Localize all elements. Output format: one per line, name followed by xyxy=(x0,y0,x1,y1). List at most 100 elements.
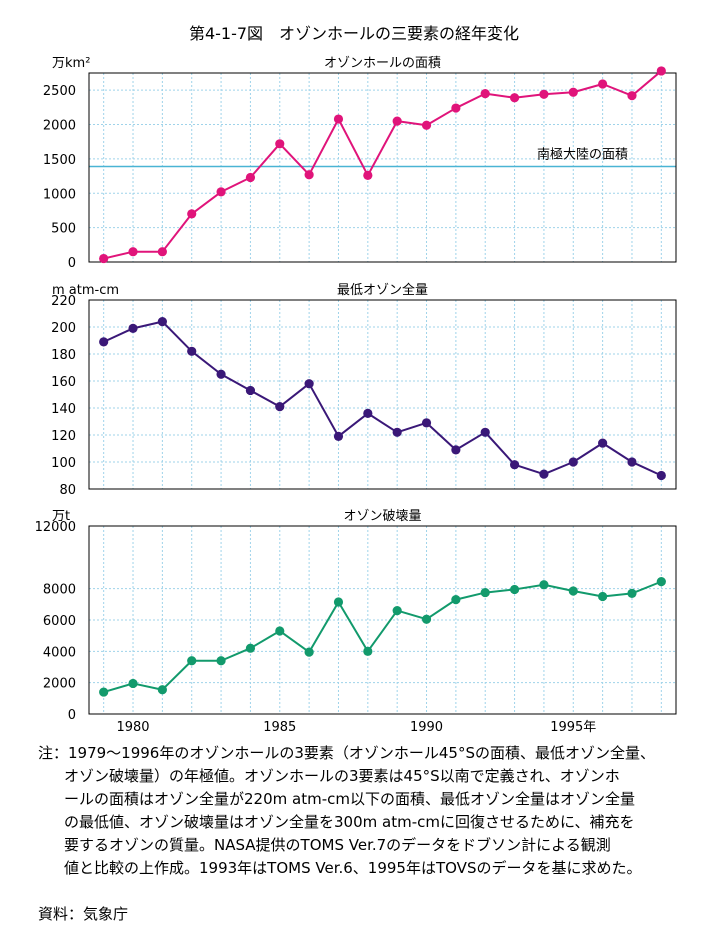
note-line: 注：1979〜1996年のオゾンホールの3要素（オゾンホール45°Sの面積、最低… xyxy=(38,744,656,762)
data-point xyxy=(216,656,226,666)
note-line: オゾン破壊量）の年極値。オゾンホールの3要素は45°S以南で定義され、オゾンホ xyxy=(64,767,620,785)
data-point xyxy=(304,647,314,657)
y-tick-label: 160 xyxy=(51,375,76,390)
data-point xyxy=(392,427,402,437)
figure-title: 第4-1-7図 オゾンホールの三要素の経年変化 xyxy=(188,24,520,43)
data-point xyxy=(128,247,138,257)
data-point xyxy=(216,187,226,197)
data-point xyxy=(187,209,197,219)
y-tick-label: 12000 xyxy=(35,520,76,535)
data-point xyxy=(304,170,314,180)
data-point xyxy=(627,457,637,467)
data-point xyxy=(99,687,109,697)
panel-title: オゾン破壊量 xyxy=(343,509,421,524)
y-tick-label: 2000 xyxy=(43,119,76,134)
data-point xyxy=(99,253,109,264)
y-tick-label: 220 xyxy=(51,294,76,309)
data-point xyxy=(539,89,549,99)
data-point xyxy=(568,457,578,467)
y-tick-label: 180 xyxy=(51,348,76,363)
data-point xyxy=(598,79,608,89)
x-tick-label: 1980 xyxy=(116,720,149,735)
data-point xyxy=(627,588,637,598)
series-line xyxy=(103,580,662,694)
y-tick-label: 0 xyxy=(68,256,76,271)
data-point xyxy=(245,172,256,183)
data-point xyxy=(157,685,167,695)
y-tick-label: 500 xyxy=(51,222,76,237)
y-tick-label: 2500 xyxy=(43,84,76,99)
data-point xyxy=(216,369,226,379)
y-tick-label: 100 xyxy=(51,456,76,471)
data-point xyxy=(333,597,344,607)
data-point xyxy=(509,460,520,470)
data-point xyxy=(539,580,549,590)
y-tick-label: 120 xyxy=(51,429,76,444)
y-tick-label: 1500 xyxy=(43,153,76,168)
data-point xyxy=(656,577,666,587)
y-tick-label: 80 xyxy=(59,483,76,498)
y-tick-label: 4000 xyxy=(43,645,76,660)
data-point xyxy=(363,408,373,418)
data-point xyxy=(598,591,608,602)
series-line xyxy=(103,320,662,477)
y-tick-label: 0 xyxy=(68,708,76,723)
data-point xyxy=(157,317,167,327)
data-point xyxy=(656,66,666,76)
data-point xyxy=(245,385,256,396)
data-point xyxy=(333,431,344,441)
data-point xyxy=(275,626,285,636)
reference-line-label: 南極大陸の面積 xyxy=(537,146,628,162)
data-point xyxy=(363,646,373,656)
y-tick-label: 8000 xyxy=(43,583,76,598)
data-point xyxy=(333,114,344,124)
data-point xyxy=(157,247,167,257)
data-point xyxy=(421,418,432,428)
note-line: ールの面積はオゾン全量が220m atm-cm以下の面積、最低オゾン全量はオゾン… xyxy=(64,790,635,808)
data-point xyxy=(598,438,608,448)
data-point xyxy=(656,470,666,481)
y-tick-label: 2000 xyxy=(43,677,76,692)
data-point xyxy=(275,139,285,149)
plot-frame xyxy=(88,72,677,263)
series-line xyxy=(103,70,662,260)
data-point xyxy=(480,89,490,99)
y-tick-label: 200 xyxy=(51,321,76,336)
data-point xyxy=(187,656,197,666)
plot-frame xyxy=(88,525,677,715)
data-point xyxy=(627,91,637,101)
data-point xyxy=(363,170,373,181)
note: 注：1979〜1996年のオゾンホールの3要素（オゾンホール45°Sの面積、最低… xyxy=(38,742,698,880)
data-point xyxy=(509,93,520,103)
data-point xyxy=(245,643,256,653)
y-unit-label: 万t xyxy=(52,509,70,524)
data-point xyxy=(128,678,138,689)
data-point xyxy=(568,87,578,97)
x-tick-label: 1985 xyxy=(263,720,296,735)
panel-title: オゾンホールの面積 xyxy=(324,56,441,71)
data-point xyxy=(392,116,402,126)
data-point xyxy=(539,469,549,479)
panel-title: 最低オゾン全量 xyxy=(337,282,428,298)
y-tick-label: 140 xyxy=(51,402,76,417)
y-unit-label: m atm-cm xyxy=(52,283,119,298)
data-point xyxy=(568,586,578,596)
data-point xyxy=(480,427,490,437)
y-tick-label: 1000 xyxy=(43,187,76,202)
data-point xyxy=(509,584,520,595)
source-credit: 資料：気象庁 xyxy=(38,905,129,923)
y-tick-label: 6000 xyxy=(43,614,76,629)
data-point xyxy=(275,402,285,412)
data-point xyxy=(99,337,109,347)
data-point xyxy=(304,379,314,389)
note-line: 値と比較の上作成。1993年はTOMS Ver.6、1995年はTOVSのデータ… xyxy=(64,859,642,877)
data-point xyxy=(128,323,138,333)
y-unit-label: 万km² xyxy=(52,56,90,71)
data-point xyxy=(421,614,432,624)
note-line: 要するオゾンの質量。NASA提供のTOMS Ver.7のデータをドブソン計による… xyxy=(64,836,611,854)
data-point xyxy=(451,595,461,605)
data-point xyxy=(451,103,461,113)
data-point xyxy=(187,346,197,356)
data-point xyxy=(451,445,461,455)
x-tick-label: 1995年 xyxy=(550,720,596,735)
